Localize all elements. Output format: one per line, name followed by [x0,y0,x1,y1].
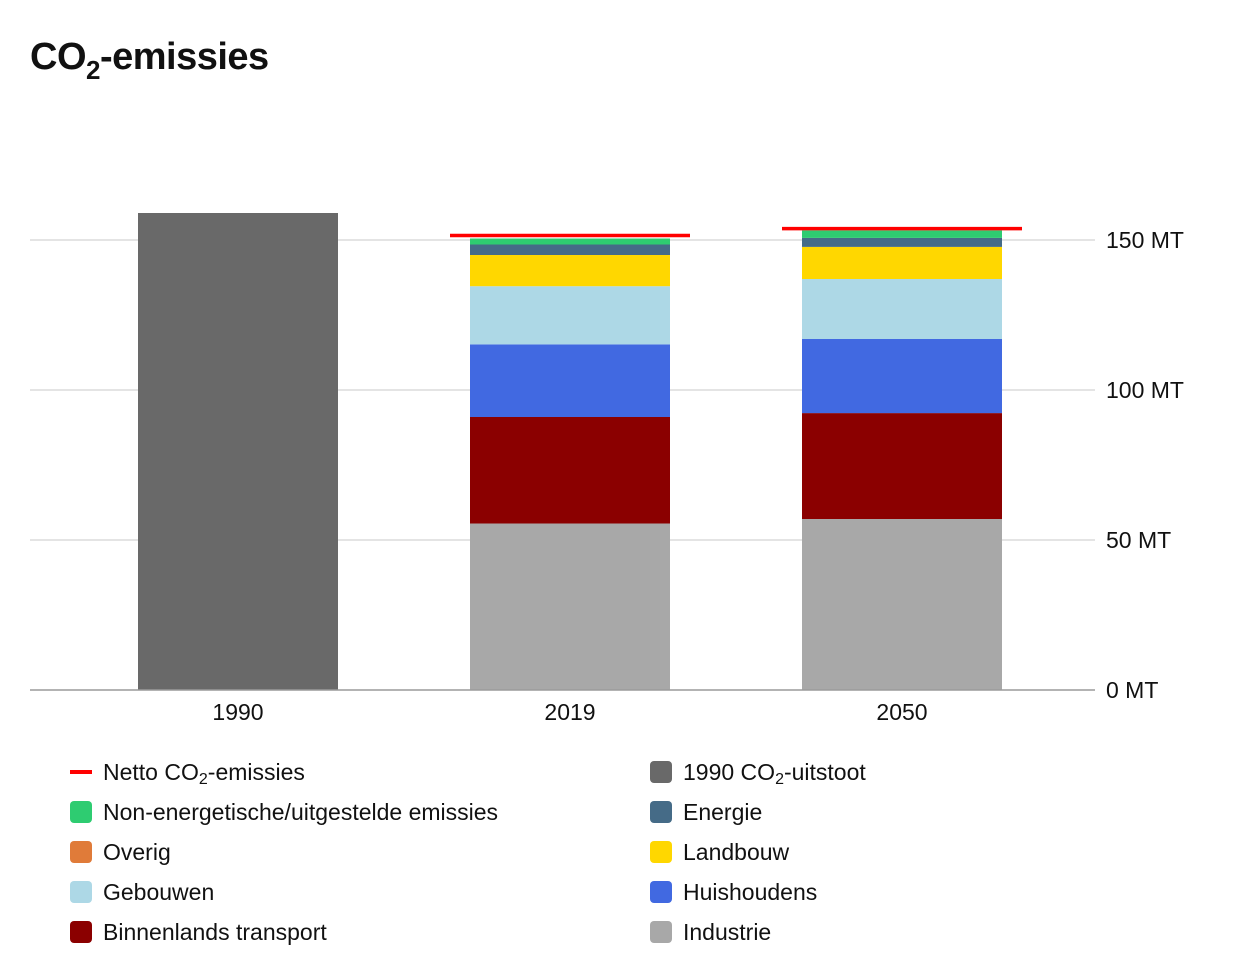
legend-item: Binnenlands transport [70,912,650,952]
legend-label-suffix: -uitstoot [783,758,866,785]
legend-label: Landbouw [683,839,789,866]
bar-segment-2019-1 [470,523,670,690]
legend-item: Industrie [650,912,1210,952]
gray-swatch-icon [650,921,672,943]
legend-label: Non-energetische/uitgestelde emissies [103,799,498,826]
chart-title: CO2-emissies [30,36,269,83]
bar-segment-2019-8 [470,238,670,245]
bar-segment-2019-7 [470,244,670,255]
legend-item: Landbouw [650,832,1210,872]
bar-segment-2050-5 [802,246,1002,279]
legend-label-subscript: 2 [775,770,784,788]
bar-segment-1990-0 [138,213,338,690]
y-tick-label: 100 MT [1106,377,1184,403]
legend-label: Netto CO2-emissies [103,758,305,788]
legend-label-text: Netto CO [103,758,199,785]
steelblue-swatch-icon [650,801,672,823]
darkgray-swatch-icon [650,761,672,783]
legend-label-suffix: -emissies [207,758,305,785]
y-tick-label: 50 MT [1106,527,1171,553]
legend-label: Energie [683,799,762,826]
legend-label-text: Non-energetische/uitgestelde emissies [103,798,499,825]
bar-segment-2050-3 [802,339,1002,414]
legend-label-text: Energie [683,798,763,825]
legend-label-text: Huishoudens [683,878,818,905]
legend-label: Huishoudens [683,879,817,906]
stacked-bar-chart: 0 MT 50 MT 100 MT 150 MT 1990 2019 2050 [30,213,1184,725]
y-tick-label: 0 MT [1106,677,1158,703]
legend-label-text: 1990 CO [683,758,776,785]
legend-item: Netto CO2-emissies [70,752,650,792]
bar-segment-2050-4 [802,279,1002,339]
legend-label: Gebouwen [103,879,214,906]
chart-title-suffix: -emissies [99,36,269,78]
blue-swatch-icon [650,881,672,903]
legend-label: Industrie [683,919,771,946]
bar-segment-2019-4 [470,286,670,345]
bar-segment-2050-8 [802,230,1002,238]
legend-item: Non-energetische/uitgestelde emissies [70,792,650,832]
bar-segment-2050-2 [802,413,1002,519]
legend-label-text: Industrie [683,918,772,945]
red-line-icon [70,770,92,774]
legend-item: 1990 CO2-uitstoot [650,752,1210,792]
legend-label-text: Overig [103,838,171,865]
y-tick-label: 150 MT [1106,227,1184,253]
legend-item: Gebouwen [70,872,650,912]
green-swatch-icon [70,801,92,823]
legend-label: Overig [103,839,171,866]
legend-label: 1990 CO2-uitstoot [683,758,866,788]
legend-label-text: Gebouwen [103,878,215,905]
legend-item: Overig [70,832,650,872]
legend-column-left: Netto CO2-emissies Non-energetische/uitge… [70,752,650,952]
bar-segment-2019-2 [470,417,670,524]
legend-label-text: Binnenlands transport [103,918,327,945]
yellow-swatch-icon [650,841,672,863]
x-tick-label: 1990 [212,699,263,725]
x-tick-label: 2050 [876,699,927,725]
orange-swatch-icon [70,841,92,863]
legend-label: Binnenlands transport [103,919,327,946]
bar-segment-2050-1 [802,519,1002,690]
x-tick-label: 2019 [544,699,595,725]
bar-segment-2050-7 [802,237,1002,247]
lightblue-swatch-icon [70,881,92,903]
chart-title-subscript: 2 [86,55,100,85]
chart-title-prefix: CO [30,36,87,78]
darkred-swatch-icon [70,921,92,943]
bar-segment-2019-5 [470,255,670,287]
bar-segment-2019-3 [470,344,670,417]
legend-label-subscript: 2 [198,770,208,788]
chart-legend: Netto CO2-emissies Non-energetische/uitge… [70,752,1220,952]
legend-item: Energie [650,792,1210,832]
legend-label-text: Landbouw [683,838,790,865]
legend-column-right: 1990 CO2-uitstoot Energie Landbouw Huishoud… [650,752,1210,952]
legend-item: Huishoudens [650,872,1210,912]
